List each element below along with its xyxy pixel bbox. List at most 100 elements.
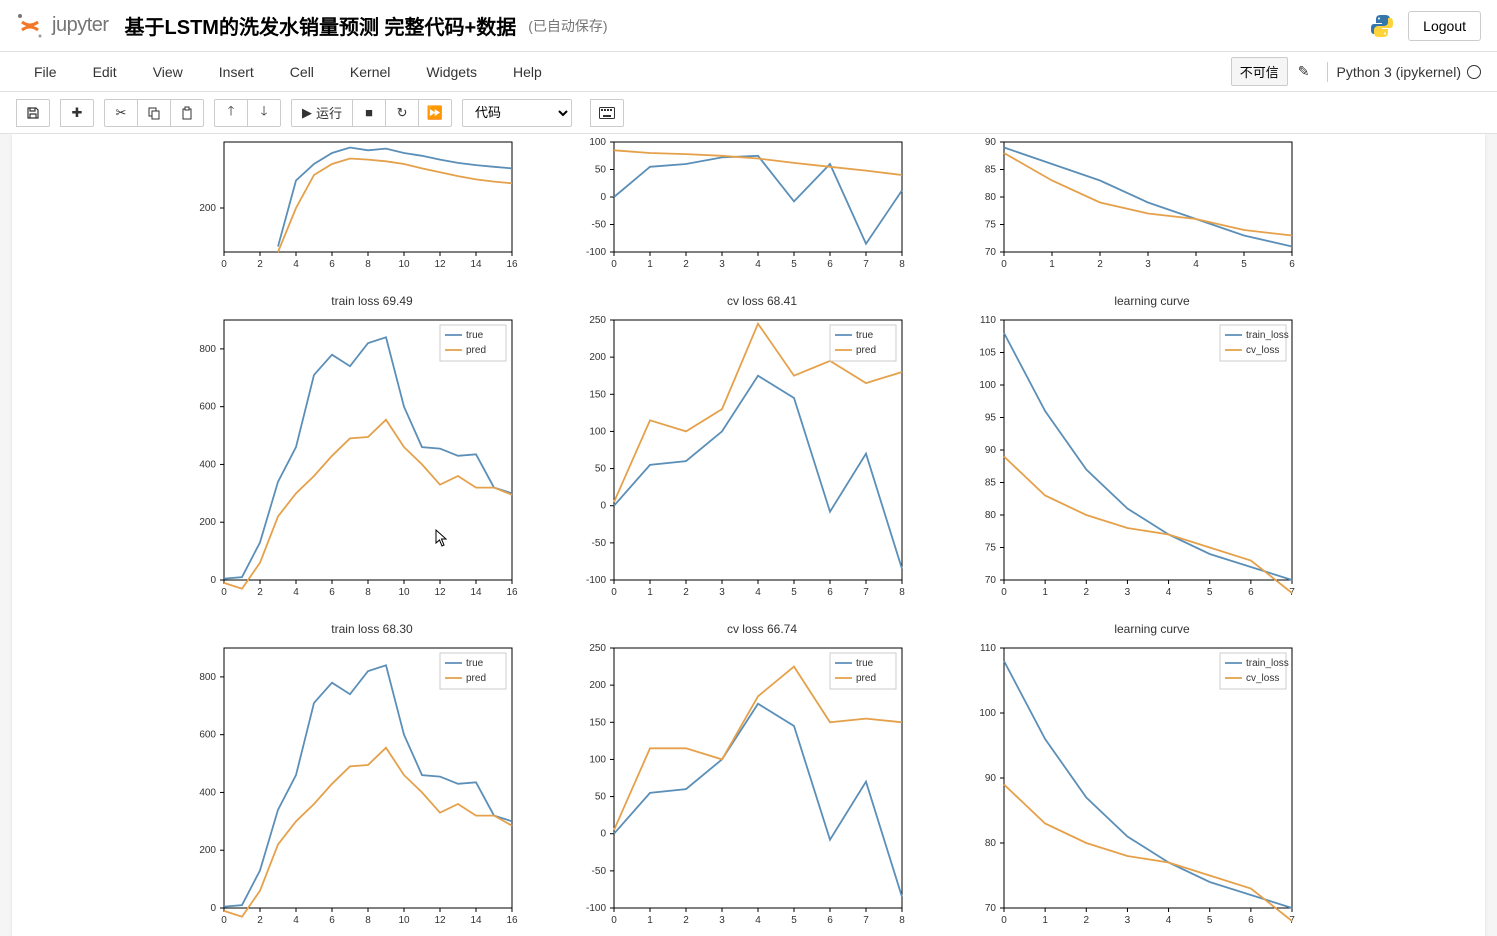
y-tick-label: 250 — [589, 643, 606, 654]
x-tick-label: 1 — [1042, 587, 1048, 598]
paste-button[interactable] — [170, 99, 204, 127]
x-tick-label: 0 — [611, 915, 617, 926]
move-up-button[interactable]: 🡑 — [214, 99, 248, 127]
jupyter-brand-text: jupyter — [52, 14, 109, 37]
save-button[interactable] — [16, 99, 50, 127]
chart-title: learning curve — [962, 622, 1342, 636]
y-tick-label: 100 — [979, 708, 996, 719]
x-tick-label: 6 — [1248, 587, 1254, 598]
x-tick-label: 4 — [755, 915, 761, 926]
y-tick-label: -50 — [592, 866, 607, 877]
x-tick-label: 5 — [791, 915, 797, 926]
scissors-icon: ✂ — [116, 105, 127, 121]
jupyter-logo[interactable]: jupyter — [16, 12, 109, 40]
y-tick-label: 90 — [985, 445, 997, 456]
run-label: 运行 — [316, 103, 342, 122]
x-tick-label: 6 — [1289, 259, 1295, 270]
x-tick-label: 6 — [827, 587, 833, 598]
chart-title: train loss 69.49 — [182, 294, 562, 308]
x-tick-label: 8 — [365, 915, 371, 926]
y-tick-label: 80 — [985, 838, 997, 849]
cell-type-select[interactable]: 代码 — [462, 99, 572, 127]
menu-cell[interactable]: Cell — [272, 54, 332, 90]
add-cell-button[interactable]: ✚ — [60, 99, 94, 127]
x-tick-label: 4 — [755, 259, 761, 270]
x-tick-label: 6 — [1248, 915, 1254, 926]
menu-kernel[interactable]: Kernel — [332, 54, 408, 90]
y-tick-label: 100 — [589, 426, 606, 437]
x-tick-label: 8 — [365, 259, 371, 270]
logout-button[interactable]: Logout — [1408, 11, 1481, 41]
command-palette-button[interactable] — [590, 99, 624, 127]
menu-file[interactable]: File — [16, 54, 75, 90]
line-chart: 02468101214160200400600800truepred — [182, 312, 522, 602]
toolbar: ✚ ✂ 🡑 🡓 ▶运行 ■ ↻ ⏩ 代码 — [0, 92, 1497, 134]
line-chart: 012345678-100-50050100 — [572, 134, 912, 274]
arrow-down-icon: 🡓 — [261, 102, 268, 124]
y-tick-label: 150 — [589, 717, 606, 728]
y-tick-label: 200 — [589, 680, 606, 691]
x-tick-label: 0 — [221, 915, 227, 926]
y-tick-label: 80 — [985, 192, 997, 203]
run-button[interactable]: ▶运行 — [291, 99, 353, 127]
play-icon: ▶ — [302, 105, 312, 121]
chart-frame — [1004, 320, 1292, 580]
y-tick-label: 95 — [985, 413, 997, 424]
y-tick-label: 75 — [985, 220, 997, 231]
copy-button[interactable] — [137, 99, 171, 127]
chart-frame — [1004, 648, 1292, 908]
restart-run-all-button[interactable]: ⏩ — [418, 99, 452, 127]
x-tick-label: 12 — [434, 587, 446, 598]
x-tick-label: 6 — [827, 259, 833, 270]
line-chart: 0246810121416200 — [182, 134, 522, 274]
y-tick-label: 150 — [589, 389, 606, 400]
interrupt-button[interactable]: ■ — [352, 99, 386, 127]
x-tick-label: 2 — [683, 259, 689, 270]
restart-button[interactable]: ↻ — [385, 99, 419, 127]
y-tick-label: -50 — [592, 538, 607, 549]
menu-edit[interactable]: Edit — [75, 54, 135, 90]
move-down-button[interactable]: 🡓 — [247, 99, 281, 127]
x-tick-label: 10 — [398, 915, 410, 926]
chart-cell: 0246810121416200 — [182, 134, 562, 274]
cut-button[interactable]: ✂ — [104, 99, 138, 127]
edit-icon[interactable]: ✎ — [1298, 63, 1310, 80]
x-tick-label: 3 — [1125, 915, 1131, 926]
fast-forward-icon: ⏩ — [427, 105, 443, 121]
kernel-name[interactable]: Python 3 (ipykernel) — [1336, 64, 1461, 80]
x-tick-label: 4 — [755, 587, 761, 598]
trust-badge[interactable]: 不可信 — [1231, 57, 1288, 86]
y-tick-label: 90 — [985, 773, 997, 784]
notebook-title[interactable]: 基于LSTM的洗发水销量预测 完整代码+数据 — [125, 11, 517, 40]
x-tick-label: 14 — [470, 259, 482, 270]
x-tick-label: 8 — [899, 915, 905, 926]
paste-icon — [180, 106, 194, 120]
y-tick-label: -100 — [586, 247, 606, 258]
series-line — [1004, 785, 1292, 922]
menu-insert[interactable]: Insert — [201, 54, 272, 90]
y-tick-label: 75 — [985, 543, 997, 554]
chart-cell: cv loss 66.74012345678-100-5005010015020… — [572, 622, 952, 930]
x-tick-label: 1 — [647, 915, 653, 926]
chart-frame — [224, 142, 512, 252]
x-tick-label: 2 — [257, 587, 263, 598]
menu-help[interactable]: Help — [495, 54, 560, 90]
chart-cell: cv loss 68.41012345678-100-5005010015020… — [572, 294, 952, 602]
chart-cell: learning curve01234567708090100110train_… — [962, 622, 1342, 930]
x-tick-label: 5 — [791, 587, 797, 598]
y-tick-label: 400 — [199, 787, 216, 798]
legend-label: pred — [856, 673, 876, 684]
line-chart: 012345678-100-50050100150200250truepred — [572, 640, 912, 930]
menu-view[interactable]: View — [135, 54, 201, 90]
x-tick-label: 3 — [1145, 259, 1151, 270]
legend-label: pred — [466, 673, 486, 684]
series-line — [614, 704, 902, 897]
menu-widgets[interactable]: Widgets — [408, 54, 495, 90]
y-tick-label: 800 — [199, 672, 216, 683]
x-tick-label: 3 — [1125, 587, 1131, 598]
chart-cell: learning curve01234567707580859095100105… — [962, 294, 1342, 602]
y-tick-label: 800 — [199, 344, 216, 355]
y-tick-label: 0 — [600, 501, 606, 512]
x-tick-label: 0 — [1001, 915, 1007, 926]
chart-cell: train loss 68.30024681012141602004006008… — [182, 622, 562, 930]
